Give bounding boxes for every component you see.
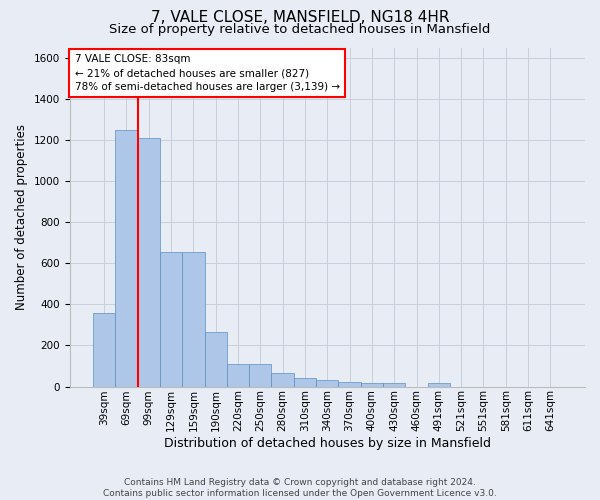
Bar	[205, 332, 227, 386]
Bar	[115, 130, 137, 386]
Bar	[271, 373, 294, 386]
Bar	[227, 364, 249, 386]
Text: Size of property relative to detached houses in Mansfield: Size of property relative to detached ho…	[109, 22, 491, 36]
Bar	[361, 383, 383, 386]
X-axis label: Distribution of detached houses by size in Mansfield: Distribution of detached houses by size …	[164, 437, 491, 450]
Text: 7 VALE CLOSE: 83sqm
← 21% of detached houses are smaller (827)
78% of semi-detac: 7 VALE CLOSE: 83sqm ← 21% of detached ho…	[74, 54, 340, 92]
Y-axis label: Number of detached properties: Number of detached properties	[15, 124, 28, 310]
Bar	[160, 252, 182, 386]
Bar	[338, 382, 361, 386]
Bar	[182, 252, 205, 386]
Bar	[294, 378, 316, 386]
Bar	[316, 380, 338, 386]
Bar	[383, 383, 406, 386]
Text: 7, VALE CLOSE, MANSFIELD, NG18 4HR: 7, VALE CLOSE, MANSFIELD, NG18 4HR	[151, 10, 449, 25]
Bar	[137, 138, 160, 386]
Bar	[93, 312, 115, 386]
Text: Contains HM Land Registry data © Crown copyright and database right 2024.
Contai: Contains HM Land Registry data © Crown c…	[103, 478, 497, 498]
Bar	[428, 384, 450, 386]
Bar	[249, 364, 271, 386]
